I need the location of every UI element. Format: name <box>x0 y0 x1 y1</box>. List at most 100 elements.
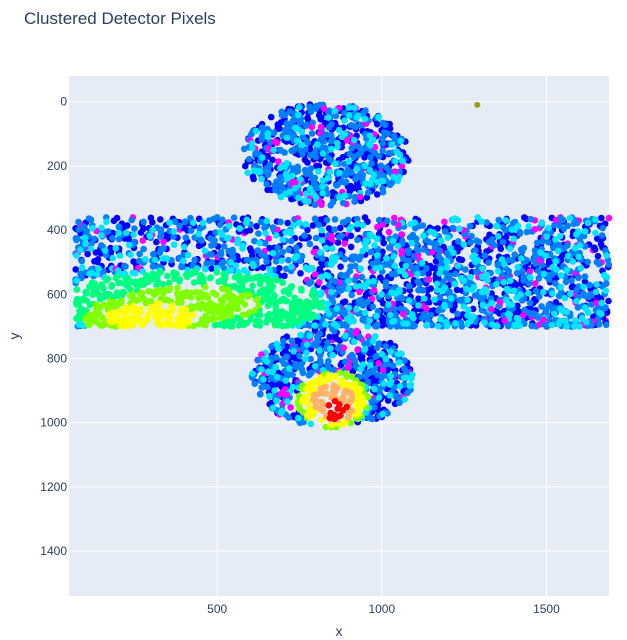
data-point <box>414 278 422 285</box>
data-point <box>184 273 191 281</box>
data-point <box>224 303 232 310</box>
data-point <box>348 291 356 299</box>
data-point <box>270 129 278 136</box>
data-point <box>311 271 319 278</box>
data-point <box>470 313 477 321</box>
data-point <box>324 174 332 182</box>
data-point <box>212 291 220 299</box>
data-point <box>464 319 472 327</box>
data-point <box>567 290 574 298</box>
data-point <box>298 366 306 373</box>
data-point <box>389 237 397 245</box>
y-tick-label: 400 <box>47 223 67 237</box>
data-point <box>339 407 347 414</box>
data-point <box>449 224 457 232</box>
data-point <box>366 166 374 174</box>
data-point <box>195 294 202 302</box>
data-point <box>395 173 403 181</box>
data-point <box>341 240 349 247</box>
data-point <box>388 270 396 278</box>
data-point <box>325 310 333 318</box>
data-point <box>137 290 144 298</box>
data-point <box>509 257 516 264</box>
data-point <box>178 294 185 301</box>
data-point <box>313 162 321 170</box>
data-point <box>78 257 86 265</box>
data-point <box>414 247 422 254</box>
data-point <box>540 270 548 278</box>
data-point <box>385 360 392 368</box>
y-axis-ticks: 0 200 400 600 800 1000 1200 1400 <box>40 95 67 558</box>
data-point <box>349 253 356 261</box>
data-point <box>299 345 306 353</box>
data-point <box>361 283 369 291</box>
data-point <box>301 355 309 363</box>
data-point <box>328 245 336 252</box>
data-point <box>171 275 178 282</box>
data-point <box>91 235 98 243</box>
data-point <box>251 307 259 314</box>
data-point <box>327 345 334 352</box>
data-point <box>135 257 143 265</box>
data-point <box>345 112 353 119</box>
data-point <box>315 112 323 119</box>
data-point <box>362 180 369 187</box>
data-point <box>174 299 182 306</box>
data-point <box>396 383 404 390</box>
data-point <box>94 255 102 263</box>
data-point <box>365 189 372 196</box>
data-point <box>178 262 186 270</box>
data-point <box>536 257 543 264</box>
data-point <box>308 291 316 299</box>
data-point <box>297 361 305 368</box>
data-point <box>388 289 395 296</box>
data-point <box>307 355 315 363</box>
data-point <box>203 260 210 267</box>
data-point <box>359 302 367 309</box>
data-point <box>562 278 570 286</box>
data-point <box>135 315 142 323</box>
data-point <box>306 103 314 110</box>
data-point <box>342 171 350 179</box>
data-point <box>149 263 157 270</box>
data-point <box>308 130 316 137</box>
data-point <box>411 219 419 226</box>
data-point <box>592 216 599 223</box>
data-point <box>373 321 381 329</box>
data-point <box>363 237 370 244</box>
data-point <box>294 111 302 119</box>
data-point <box>347 122 355 129</box>
data-point <box>425 299 433 306</box>
data-point <box>269 368 277 376</box>
data-point <box>337 263 344 271</box>
data-point <box>157 233 164 240</box>
data-point <box>513 314 521 322</box>
data-point <box>603 252 610 259</box>
data-point <box>354 236 361 244</box>
data-point <box>263 258 270 265</box>
data-point <box>257 218 265 225</box>
data-point <box>437 316 444 323</box>
data-point <box>496 298 504 306</box>
data-point <box>325 402 333 409</box>
data-point <box>378 291 386 298</box>
data-point <box>311 215 319 222</box>
data-point <box>435 322 442 330</box>
data-point <box>318 201 325 209</box>
data-point <box>376 216 383 224</box>
data-point <box>562 317 569 325</box>
data-point <box>207 274 214 282</box>
data-point <box>361 162 369 170</box>
data-point <box>521 214 528 221</box>
data-point <box>331 310 338 318</box>
data-point <box>293 244 300 251</box>
data-point <box>372 353 379 361</box>
y-axis-label: y <box>6 333 22 340</box>
data-point <box>73 286 81 293</box>
data-point <box>456 225 463 232</box>
data-point <box>269 404 277 412</box>
data-point <box>493 281 500 288</box>
data-point <box>341 192 349 199</box>
data-point <box>330 320 338 328</box>
data-point <box>419 259 426 267</box>
